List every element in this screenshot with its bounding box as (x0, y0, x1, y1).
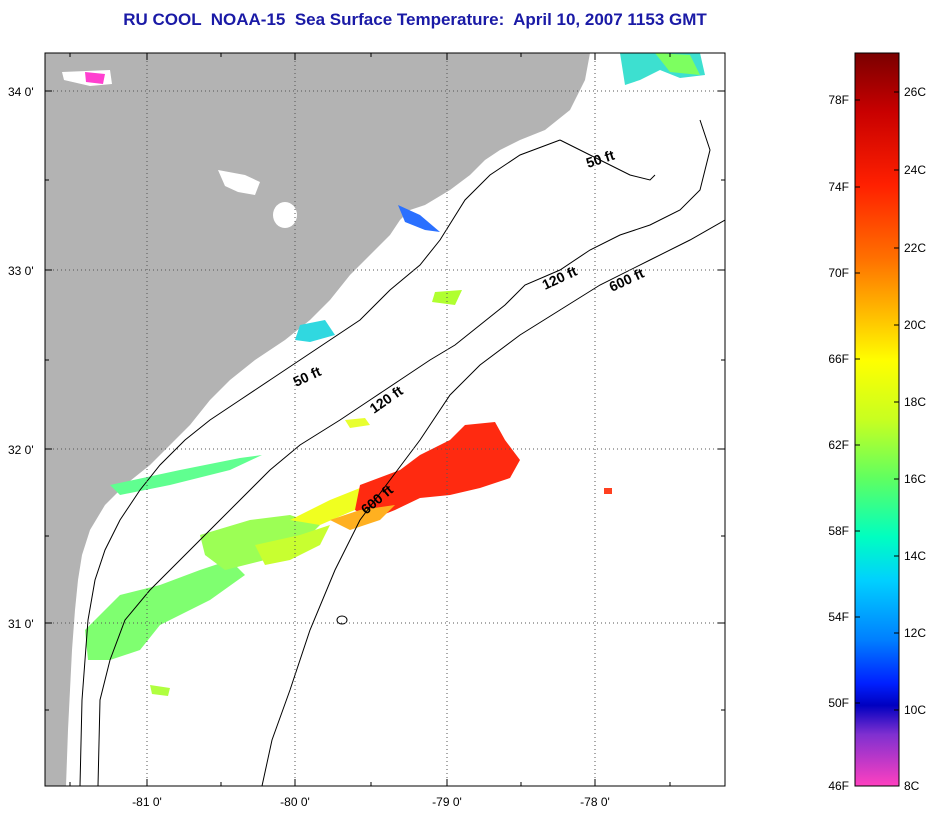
colorbar-c-label: 12C (904, 626, 926, 640)
inland-lake (218, 170, 260, 195)
colorbar-f-label: 46F (828, 779, 849, 793)
colorbar-c-label: 16C (904, 472, 926, 486)
lat-tick-31: 31 0' (8, 617, 34, 631)
colorbar-c-label: 10C (904, 703, 926, 717)
colorbar-ticks (855, 91, 899, 711)
colorbar-c-label: 8C (904, 779, 920, 793)
sst-patches (85, 53, 705, 696)
axis-ticks (45, 53, 725, 786)
lon-tick-78: -78 0' (580, 795, 610, 809)
colorbar-f-label: 58F (828, 524, 849, 538)
lon-tick-79: -79 0' (432, 795, 462, 809)
colorbar-c-label: 18C (904, 395, 926, 409)
colorbar-f-label: 50F (828, 696, 849, 710)
map-title: RU COOL NOAA-15 Sea Surface Temperature:… (123, 10, 707, 29)
map-frame (44, 52, 726, 787)
lon-tick-81: -81 0' (132, 795, 162, 809)
lat-tick-32: 32 0' (8, 443, 34, 457)
colorbar-f-label: 54F (828, 610, 849, 624)
colorbar-f-label: 62F (828, 438, 849, 452)
colorbar-c-label: 22C (904, 241, 926, 255)
colorbar-c-label: 24C (904, 163, 926, 177)
colorbar-c-label: 14C (904, 549, 926, 563)
colorbar-f-label: 74F (828, 180, 849, 194)
lat-tick-33: 33 0' (8, 264, 34, 278)
lat-tick-34: 34 0' (8, 85, 34, 99)
land-mass (45, 53, 590, 786)
map-grid (45, 53, 725, 786)
colorbar-f-label: 78F (828, 93, 849, 107)
colorbar-f-label: 70F (828, 266, 849, 280)
inland-lake (273, 202, 297, 228)
colorbar (854, 52, 900, 787)
depth-contours (79, 119, 725, 786)
colorbar-c-label: 26C (904, 85, 926, 99)
lon-tick-80: -80 0' (280, 795, 310, 809)
colorbar-c-label: 20C (904, 318, 926, 332)
colorbar-f-label: 66F (828, 352, 849, 366)
